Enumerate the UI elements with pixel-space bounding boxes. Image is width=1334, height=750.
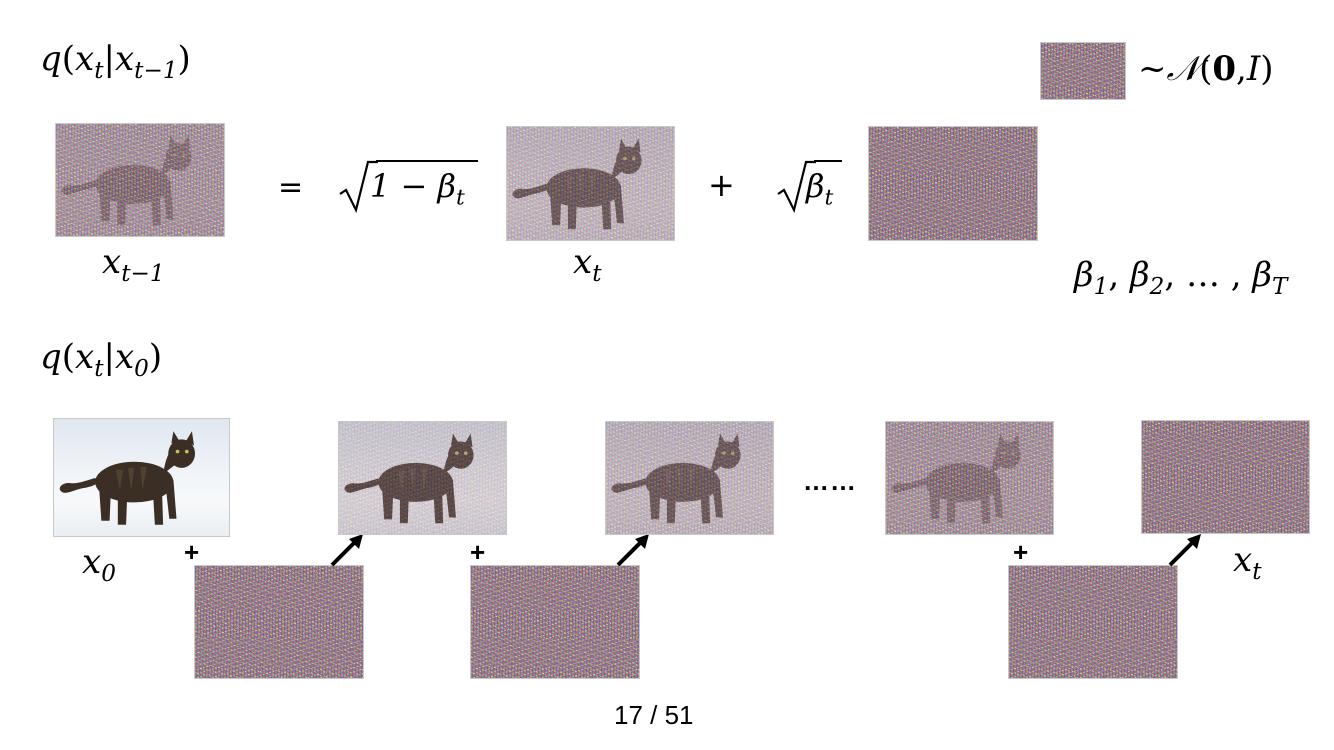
plus-sign-chain-3: + — [1013, 537, 1029, 567]
image-chain-step-1 — [338, 421, 507, 535]
image-x-t — [506, 126, 675, 241]
image-chain-step-2 — [605, 421, 774, 535]
ellipsis-dots: …… — [803, 466, 857, 496]
noise-overlay — [606, 422, 773, 534]
noise-image-chain-2 — [470, 565, 640, 679]
image-x-t-minus-1 — [55, 123, 225, 237]
arrow-chain-3 — [1168, 534, 1201, 567]
equals-sign: = — [278, 170, 304, 205]
image-x-0 — [53, 418, 230, 537]
closed-form-formula: q(xt|x0) — [40, 337, 163, 383]
label-x-0: x0 — [82, 542, 116, 588]
noise-overlay — [56, 124, 224, 236]
arrow-chain-1 — [330, 534, 363, 567]
label-x-t: xt — [573, 242, 602, 288]
plus-sign: + — [708, 166, 735, 204]
noise-overlay — [507, 127, 674, 240]
radical-sign — [339, 160, 378, 214]
forward-step-formula: q(xt|xt−1) — [40, 39, 191, 85]
cat-figure — [54, 419, 229, 536]
legend-noise-image — [1040, 42, 1126, 100]
normal-distribution-label: ~𝒩(0,I) — [1138, 49, 1274, 89]
noise-image-chain-3 — [1008, 565, 1178, 679]
arrow-chain-2 — [616, 534, 649, 567]
label-x-t-minus-1: xt−1 — [102, 242, 165, 288]
radical-sign — [777, 160, 816, 214]
beta-schedule: β1, β2, … , βT — [1074, 255, 1288, 301]
image-x-t-final — [1141, 420, 1310, 534]
noise-overlay — [339, 422, 506, 534]
noise-overlay — [886, 422, 1053, 534]
noise-image-chain-1 — [194, 565, 364, 679]
image-chain-step-late — [885, 421, 1054, 535]
plus-sign-chain-2: + — [470, 537, 486, 567]
label-x-t-final: xt — [1233, 540, 1262, 586]
sqrt-one-minus-beta: 1 − βt — [338, 158, 478, 214]
sqrt-beta: βt — [776, 158, 842, 214]
noise-image-row1 — [868, 126, 1038, 241]
plus-sign-chain-1: + — [184, 537, 200, 567]
page-number: 17 / 51 — [614, 700, 694, 730]
